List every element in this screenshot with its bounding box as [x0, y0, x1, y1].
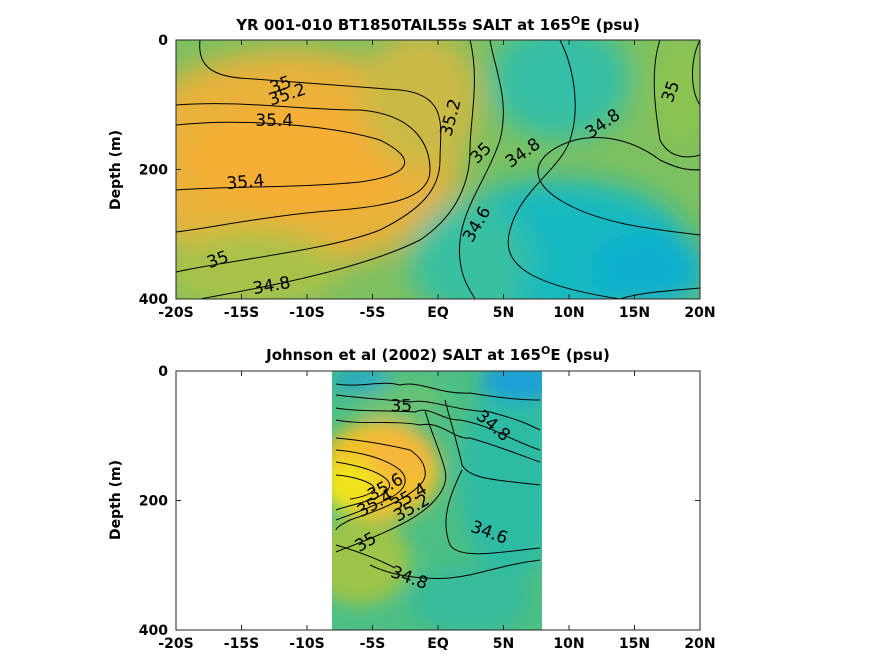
x-tick-label-top: -5S: [360, 305, 386, 321]
contour-label-bottom: 35: [390, 397, 412, 417]
axis-ticks-top: -20S -15S -10S -5S EQ 5N 10N 15N 20N 0 200 400: [139, 33, 716, 321]
x-tick-label-top: 5N: [493, 305, 514, 321]
y-tick-label-top: 400: [139, 292, 168, 308]
panel-top: YR 001-010 BT1850TAIL55s SALT at 165OE (…: [108, 14, 716, 321]
x-tick-label-top: EQ: [427, 305, 449, 321]
x-tick-label-bottom: -15S: [224, 636, 259, 652]
contour-label-top: 35.4: [226, 171, 265, 194]
x-tick-label-bottom: 15N: [619, 636, 650, 652]
contour-lines-bottom: [335, 382, 541, 579]
y-axis-label-bottom: Depth (m): [108, 460, 124, 540]
y-tick-label-bottom: 400: [139, 623, 168, 639]
contour-lines-top: [176, 40, 700, 299]
salinity-field-bottom: [332, 371, 542, 630]
panel-top-title: YR 001-010 BT1850TAIL55s SALT at 165OE (…: [235, 14, 640, 34]
x-tick-label-top: -20S: [158, 305, 193, 321]
x-tick-label-bottom: 5N: [493, 636, 514, 652]
x-tick-label-bottom: EQ: [427, 636, 449, 652]
x-tick-label-bottom: -20S: [158, 636, 193, 652]
salinity-field-top: [176, 40, 700, 299]
y-tick-label-bottom: 200: [139, 494, 168, 510]
axis-ticks-bottom: -20S -15S -10S -5S EQ 5N 10N 15N 20N 0 200 400: [139, 364, 716, 652]
x-tick-label-top: -15S: [224, 305, 259, 321]
x-tick-label-bottom: 20N: [684, 636, 715, 652]
y-axis-label-top: Depth (m): [108, 130, 124, 210]
y-tick-label-bottom: 0: [158, 364, 168, 380]
panel-bottom-title: Johnson et al (2002) SALT at 165OE (psu): [265, 344, 610, 364]
x-tick-label-top: 10N: [553, 305, 584, 321]
panel-bottom: Johnson et al (2002) SALT at 165OE (psu): [108, 344, 716, 652]
y-tick-label-top: 200: [139, 163, 168, 179]
x-tick-label-top: 15N: [619, 305, 650, 321]
x-tick-label-bottom: -10S: [289, 636, 324, 652]
x-tick-label-top: 20N: [684, 305, 715, 321]
y-tick-label-top: 0: [158, 33, 168, 49]
x-tick-label-bottom: -5S: [360, 636, 386, 652]
x-tick-label-top: -10S: [289, 305, 324, 321]
x-tick-label-bottom: 10N: [553, 636, 584, 652]
contour-label-top: 35.4: [255, 111, 293, 131]
